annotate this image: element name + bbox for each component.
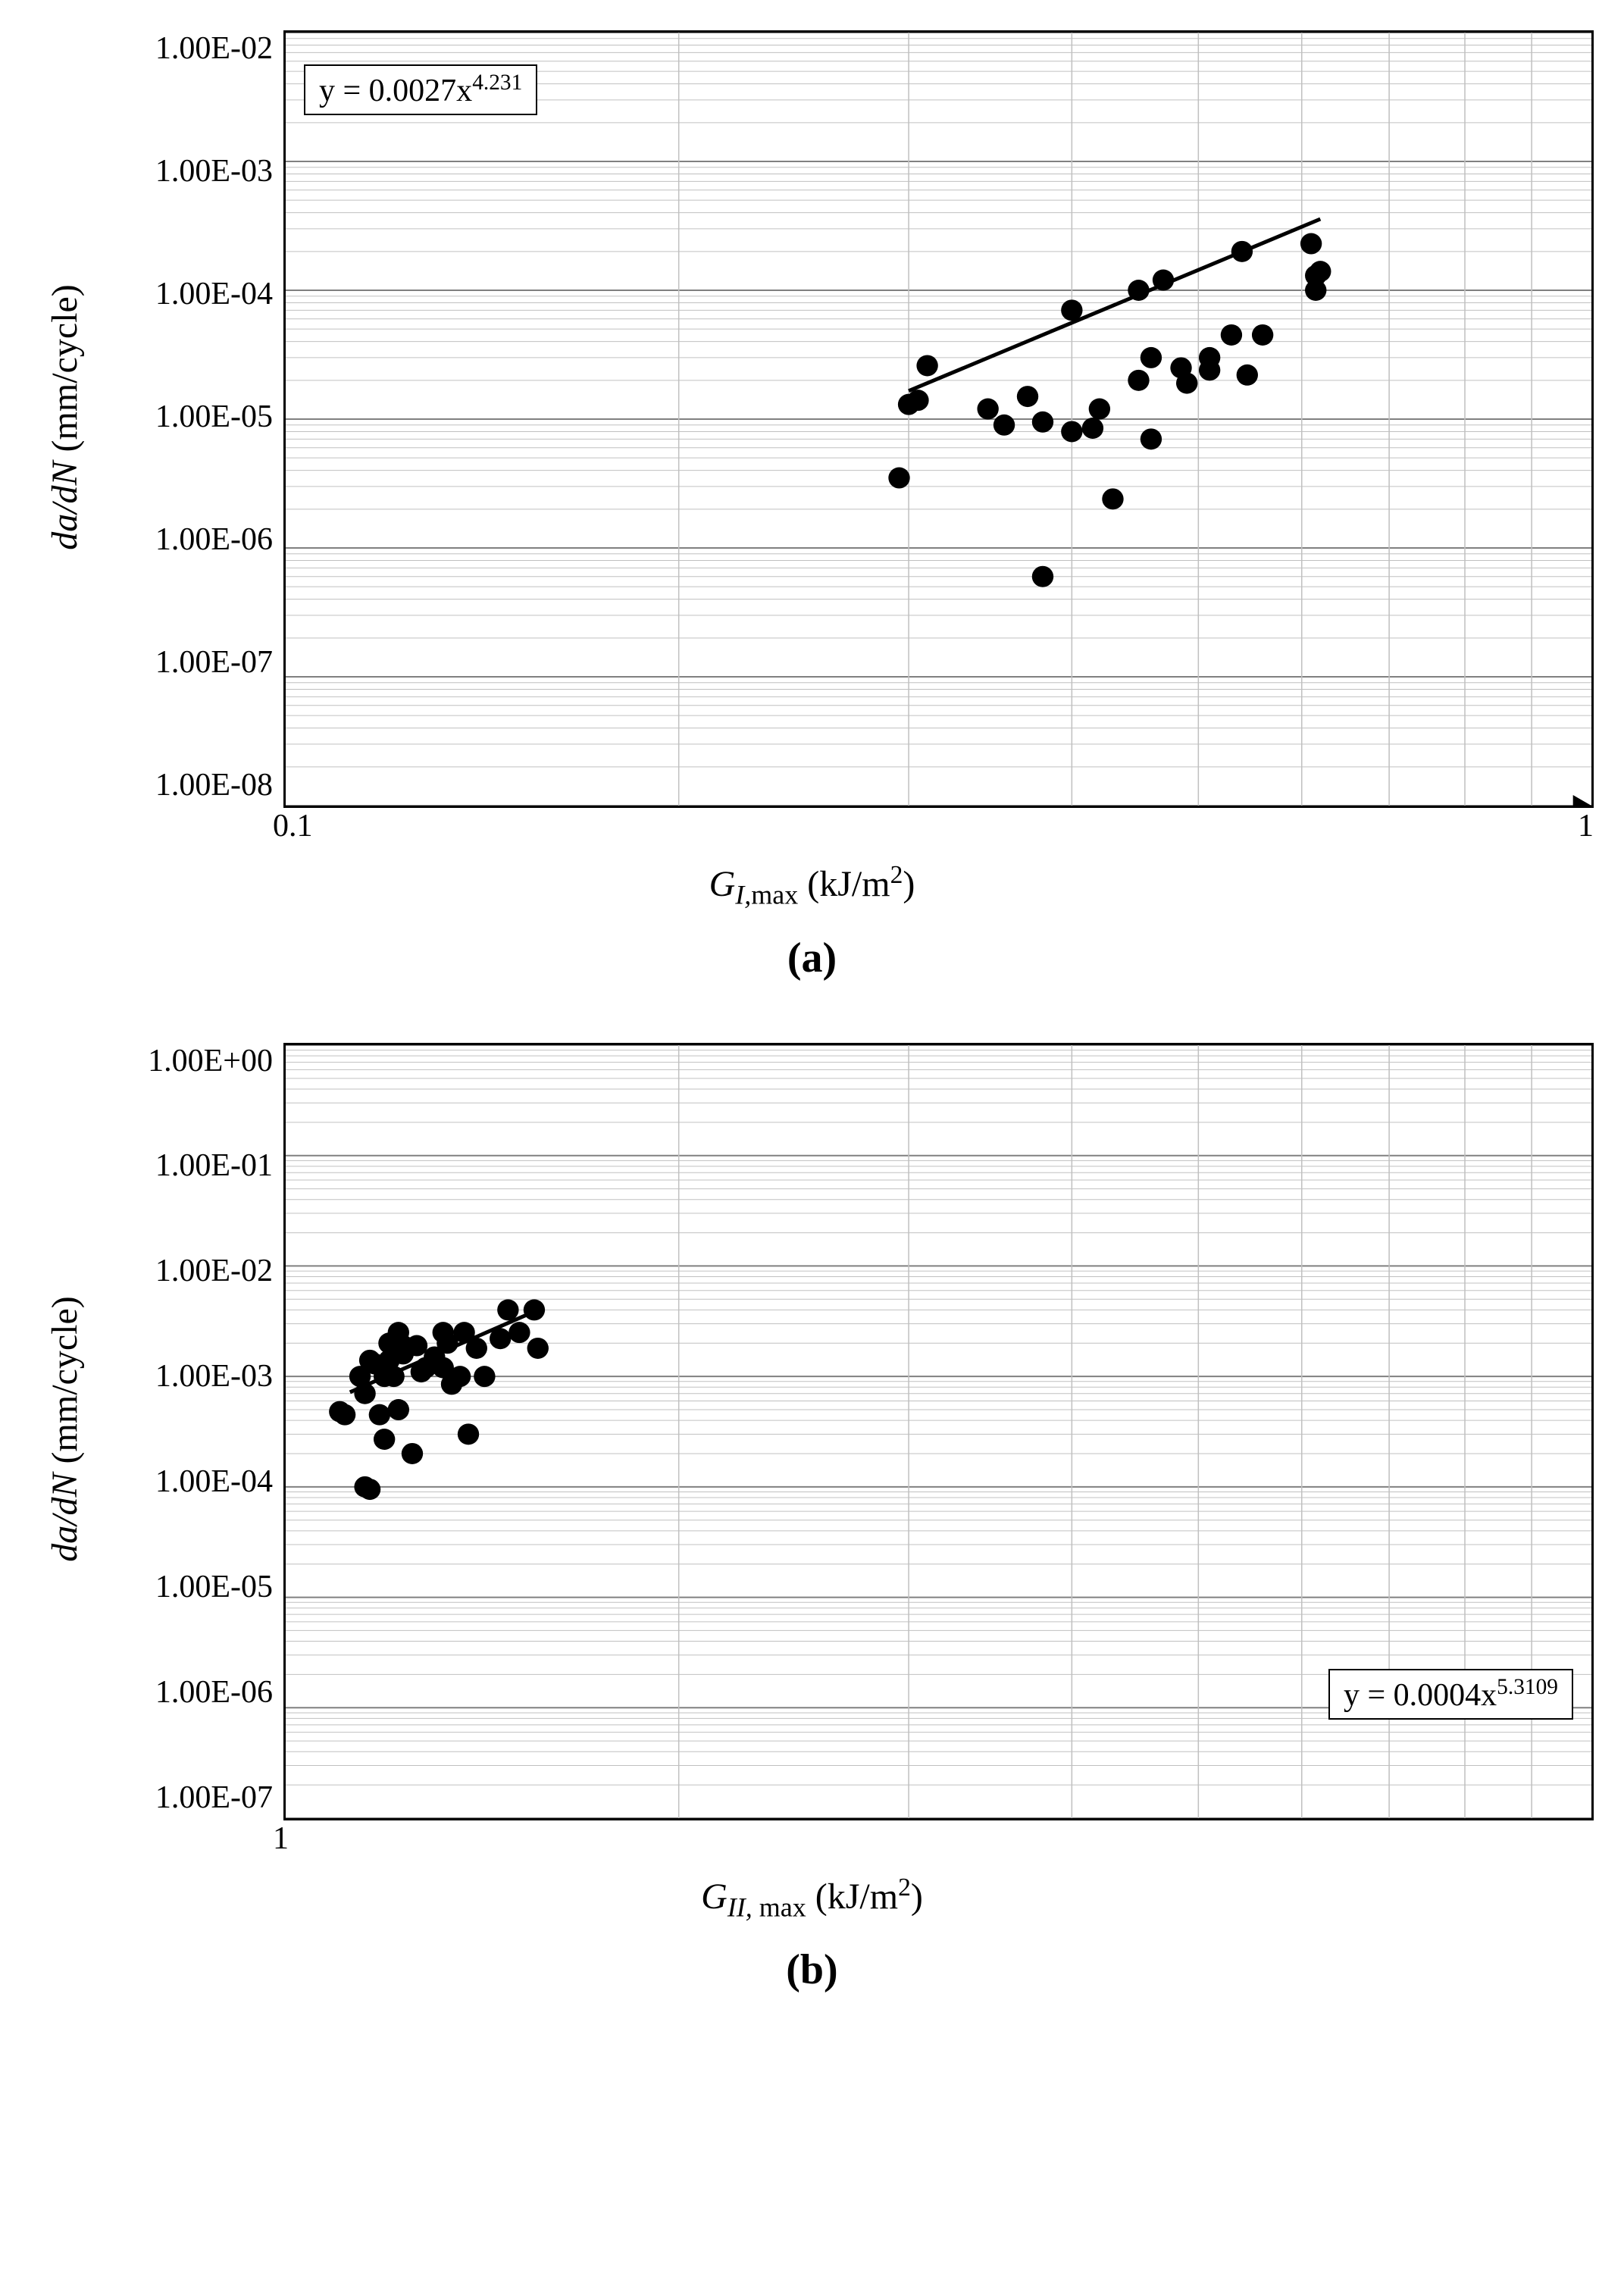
data-point [1102,488,1123,509]
data-point [1061,299,1082,321]
x-tick-labels: 0.11 [273,808,1594,853]
data-point [977,399,998,420]
data-point [527,1338,549,1359]
data-point [1237,365,1258,386]
data-point [497,1299,518,1320]
panel-label: (b) [30,1945,1594,1994]
data-point [354,1382,375,1404]
data-point [1141,347,1162,368]
data-point [1128,370,1149,391]
data-point [1300,233,1322,255]
data-point [1089,399,1110,420]
data-point [1082,418,1103,439]
y-tick-labels: 1.00E+001.00E-011.00E-021.00E-031.00E-04… [99,1043,283,1816]
data-point [474,1366,495,1387]
data-point [466,1338,487,1359]
data-point [1221,324,1242,346]
plot-area: y = 0.0004x5.3109 [283,1043,1594,1820]
x-axis-label: GI,max (kJ/m2) [30,861,1594,911]
data-point [359,1479,380,1500]
data-point [1128,280,1149,301]
data-point [888,468,909,489]
data-point [1310,261,1331,282]
x-axis-label: GII, max (kJ/m2) [30,1873,1594,1924]
data-point [524,1299,545,1320]
data-point [1061,421,1082,442]
data-point [1032,566,1053,587]
data-point [383,1366,404,1387]
data-point [406,1335,427,1356]
data-point [916,355,937,376]
y-axis-label: da/dN (mm/cycle) [30,1043,99,1816]
data-point [907,390,928,411]
fit-equation: y = 0.0004x5.3109 [1328,1669,1573,1720]
data-point [490,1328,511,1349]
y-axis-label: da/dN (mm/cycle) [30,30,99,803]
data-point [458,1423,479,1445]
data-point [1252,324,1273,346]
data-point [369,1404,390,1425]
panel-a: da/dN (mm/cycle)1.00E-021.00E-031.00E-04… [30,30,1594,982]
data-point [402,1443,423,1464]
panel-label: (a) [30,934,1594,982]
data-point [1153,270,1174,291]
panel-b: da/dN (mm/cycle)1.00E+001.00E-011.00E-02… [30,1043,1594,1995]
data-point [1141,428,1162,449]
data-point [449,1366,471,1387]
data-point [1176,373,1197,394]
data-point [388,1399,409,1420]
y-tick-labels: 1.00E-021.00E-031.00E-041.00E-051.00E-06… [99,30,283,803]
data-point [334,1404,355,1425]
data-point [993,415,1015,436]
data-point [374,1429,395,1450]
plot-area: y = 0.0027x4.231 [283,30,1594,808]
fit-equation: y = 0.0027x4.231 [304,64,537,115]
x-tick-labels: 1 [273,1820,1594,1866]
data-point [1017,386,1038,407]
data-point [1032,412,1053,433]
data-point [1199,347,1220,368]
data-point [508,1322,530,1343]
data-point [1231,241,1253,262]
